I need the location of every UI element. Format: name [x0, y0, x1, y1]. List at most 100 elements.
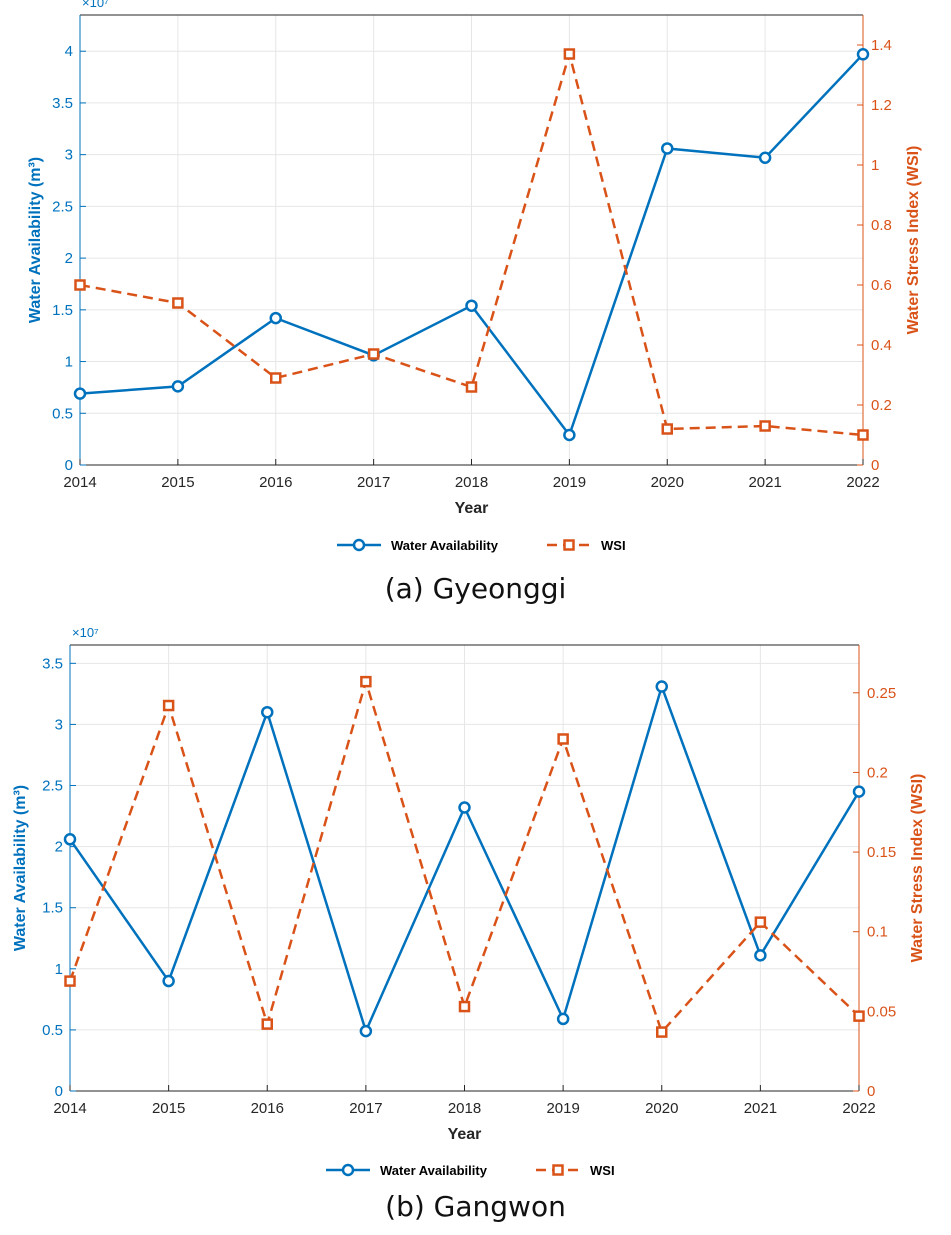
left-y-axis-title: Water Availability (m³): [12, 785, 29, 951]
left-y-tick-label: 3: [65, 147, 73, 164]
x-axis-title: Year: [448, 1126, 482, 1143]
legend-marker-wsi: [563, 539, 575, 551]
x-tick-label: 2015: [161, 474, 194, 491]
left-y-tick-label: 2: [55, 839, 63, 856]
left-y-tick-label: 0.5: [42, 1022, 63, 1039]
x-tick-label: 2021: [748, 474, 781, 491]
x-tick-label: 2014: [63, 474, 96, 491]
x-tick-label: 2020: [645, 1100, 678, 1117]
x-tick-label: 2015: [152, 1100, 185, 1117]
left-y-tick-label: 0: [55, 1083, 63, 1100]
x-tick-label: 2017: [357, 474, 390, 491]
data-point-water-availability: [261, 705, 274, 719]
data-point-water-availability: [758, 151, 772, 165]
data-point-wsi: [754, 916, 767, 928]
data-point-water-availability: [661, 142, 674, 155]
left-y-tick-label: 1.5: [42, 900, 63, 917]
right-y-tick-label: 0.6: [871, 277, 892, 294]
x-tick-label: 2021: [744, 1100, 777, 1117]
chart-panel-gangwon: 2014 2015 2016 2017 2018 2019 2020 2021 2022 0 0.5…: [0, 615, 951, 1235]
data-point-wsi: [162, 699, 175, 712]
data-point-water-availability: [856, 48, 870, 61]
left-y-tick-label: 1: [55, 961, 63, 978]
data-point-water-availability: [162, 974, 175, 988]
data-point-wsi: [367, 348, 380, 360]
data-point-wsi: [563, 48, 576, 60]
x-tick-label: 2022: [842, 1100, 875, 1117]
x-axis-title: Year: [455, 500, 489, 517]
data-point-water-availability: [63, 833, 77, 846]
legend-label-wsi: WSI: [601, 538, 626, 553]
chart-gyeonggi: 2014 2015 2016 2017 2018 2019 2020 2021 202200.5…: [27, 0, 922, 553]
caption-gyeonggi: (a) Gyeonggi: [384, 572, 567, 605]
chart-gangwon: 2014 2015 2016 2017 2018 2019 2020 2021 202200.5…: [12, 625, 926, 1178]
data-point-wsi: [458, 1000, 471, 1013]
data-point-wsi: [74, 279, 86, 291]
right-y-tick-label: 0.2: [867, 764, 888, 781]
right-y-tick-label: 1.2: [871, 97, 892, 114]
right-y-tick-label: 0.15: [867, 844, 896, 861]
x-tick-label: 2019: [546, 1100, 579, 1117]
data-point-wsi: [270, 372, 282, 384]
right-y-tick-label: 0.8: [871, 217, 892, 234]
legend-marker-water-availability: [352, 538, 366, 552]
data-point-water-availability: [465, 299, 478, 312]
right-y-tick-label: 0.2: [871, 397, 892, 414]
data-point-wsi: [64, 975, 76, 987]
data-point-wsi: [261, 1018, 273, 1030]
data-point-water-availability: [73, 387, 87, 400]
caption-gangwon: (b) Gangwon: [385, 1190, 566, 1223]
x-tick-label: 2018: [455, 474, 488, 491]
left-y-tick-label: 3.5: [42, 655, 63, 672]
right-y-tick-label: 0.4: [871, 337, 892, 354]
left-y-tick-label: 1.5: [52, 302, 73, 319]
data-point-water-availability: [563, 428, 576, 442]
data-point-water-availability: [852, 785, 866, 798]
left-y-tick-label: 4: [65, 43, 73, 60]
left-y-tick-label: 2.5: [52, 198, 73, 215]
legend-label-water-availability: Water Availability: [380, 1163, 488, 1178]
data-point-water-availability: [171, 380, 185, 393]
right-y-tick-label: 0: [871, 457, 879, 474]
right-y-tick-label: 1.4: [871, 37, 892, 54]
left-exponent-label: ×10⁷: [72, 625, 99, 640]
x-tick-label: 2018: [448, 1100, 481, 1117]
series-line-wsi: [68, 677, 860, 1035]
right-y-axis-title: Water Stress Index (WSI): [905, 146, 922, 335]
left-y-tick-label: 3.5: [52, 95, 73, 112]
right-y-tick-label: 0: [867, 1083, 875, 1100]
data-point-water-availability: [458, 801, 471, 814]
data-point-water-availability: [359, 1024, 373, 1038]
data-point-wsi: [661, 423, 673, 435]
data-point-wsi: [172, 297, 184, 309]
left-y-axis-title: Water Availability (m³): [27, 157, 44, 323]
data-point-wsi: [853, 1010, 865, 1022]
legend-marker-water-availability: [341, 1163, 355, 1177]
data-point-water-availability: [556, 1012, 570, 1026]
data-point-water-availability: [269, 311, 282, 325]
left-y-tick-label: 0.5: [52, 405, 73, 422]
legend-label-wsi: WSI: [590, 1163, 615, 1178]
x-tick-label: 2016: [259, 474, 292, 491]
left-y-tick-label: 3: [55, 716, 63, 733]
left-exponent-label: ×10⁷: [82, 0, 109, 10]
data-point-wsi: [557, 733, 569, 745]
right-y-tick-label: 0.1: [867, 924, 888, 941]
left-y-tick-label: 0: [65, 457, 73, 474]
legend-marker-wsi: [552, 1164, 564, 1176]
right-y-tick-label: 0.25: [867, 685, 896, 702]
legend: Water Availability WSI: [337, 538, 626, 553]
right-y-axis-title: Water Stress Index (WSI): [909, 774, 926, 963]
data-point-wsi: [857, 429, 869, 441]
data-point-water-availability: [754, 949, 767, 962]
x-tick-label: 2017: [349, 1100, 382, 1117]
data-point-water-availability: [655, 680, 668, 693]
right-y-tick-label: 0.05: [867, 1003, 896, 1020]
left-y-tick-label: 1: [65, 354, 73, 371]
legend-label-water-availability: Water Availability: [391, 538, 499, 553]
data-point-wsi: [759, 420, 771, 432]
left-y-tick-label: 2: [65, 250, 73, 267]
x-tick-label: 2022: [846, 474, 879, 491]
data-point-wsi: [360, 675, 372, 688]
right-y-tick-label: 1: [871, 157, 879, 174]
